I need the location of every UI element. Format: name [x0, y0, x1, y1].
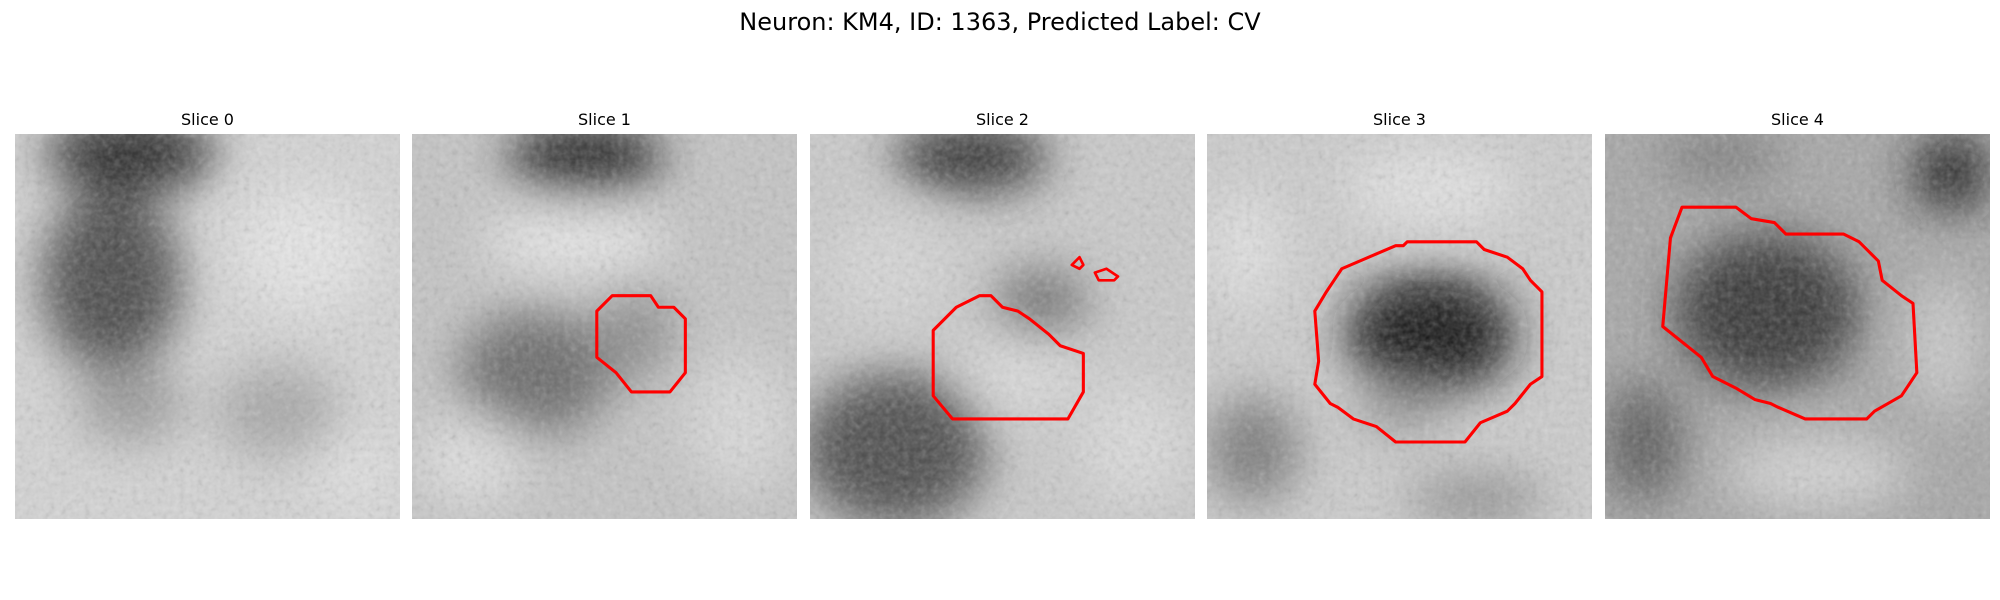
slice-title-4: Slice 4 — [1771, 110, 1824, 129]
slice-title-2: Slice 2 — [976, 110, 1029, 129]
slice-image-3 — [1207, 134, 1592, 519]
slice-title-3: Slice 3 — [1373, 110, 1426, 129]
cell-contour — [1661, 205, 1919, 421]
slice-title-0: Slice 0 — [181, 110, 234, 129]
cell-contour — [595, 294, 687, 394]
figure-title: Neuron: KM4, ID: 1363, Predicted Label: … — [739, 8, 1261, 36]
slice-image-2 — [810, 134, 1195, 519]
cell-contour-small — [1093, 267, 1120, 282]
slice-panel-4: Slice 4 — [1605, 110, 1990, 520]
cell-contour — [1313, 240, 1544, 444]
slice-image-1 — [412, 134, 797, 519]
slice-panel-1: Slice 1 — [412, 110, 797, 520]
slice-panel-0: Slice 0 — [15, 110, 400, 520]
slice-title-1: Slice 1 — [578, 110, 631, 129]
cell-contour-small — [1070, 255, 1085, 271]
slice-panel-2: Slice 2 — [810, 110, 1195, 520]
slice-panel-3: Slice 3 — [1207, 110, 1592, 520]
cell-contour — [931, 294, 1085, 421]
slice-image-4 — [1605, 134, 1990, 519]
slice-image-0 — [15, 134, 400, 519]
